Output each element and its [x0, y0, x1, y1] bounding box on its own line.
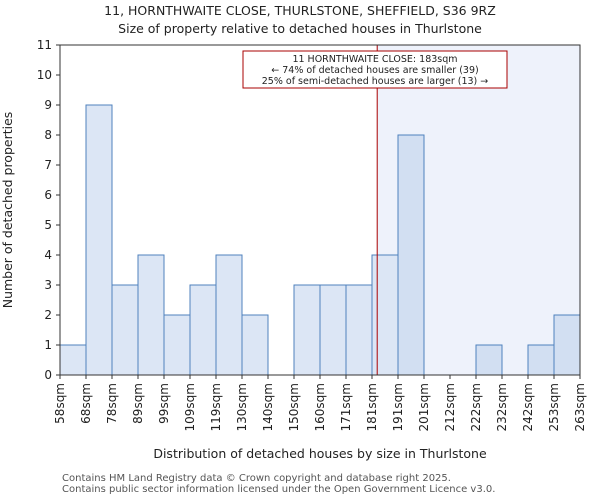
- y-tick-label-8: 8: [44, 128, 52, 142]
- x-tick-label-201sqm: 201sqm: [417, 383, 431, 431]
- y-tick-label-4: 4: [44, 248, 52, 262]
- x-tick-label-140sqm: 140sqm: [261, 383, 275, 431]
- bar-109sqm: [189, 284, 217, 376]
- y-tick-label-7: 7: [44, 158, 52, 172]
- bar-130sqm: [241, 314, 269, 376]
- x-tick-label-150sqm: 150sqm: [287, 383, 301, 431]
- bar-99sqm: [163, 314, 191, 376]
- bar-78sqm: [111, 284, 139, 376]
- x-tick-label-160sqm: 160sqm: [313, 383, 327, 431]
- x-tick-label-242sqm: 242sqm: [521, 383, 535, 431]
- annotation-line-1: 11 HORNTHWAITE CLOSE: 183sqm: [292, 54, 457, 65]
- y-tick-label-5: 5: [44, 218, 52, 232]
- y-tick-label-9: 9: [44, 98, 52, 112]
- y-tick-label-11: 11: [37, 38, 52, 52]
- annotation-line-3: 25% of semi-detached houses are larger (…: [262, 76, 489, 87]
- title-block: 11, HORNTHWAITE CLOSE, THURLSTONE, SHEFF…: [0, 2, 600, 38]
- x-tick-label-263sqm: 263sqm: [573, 383, 587, 431]
- x-tick-label-109sqm: 109sqm: [183, 383, 197, 431]
- y-tick-label-1: 1: [44, 338, 52, 352]
- x-tick-label-89sqm: 89sqm: [131, 383, 145, 424]
- y-tick-label-3: 3: [44, 278, 52, 292]
- bar-191sqm: [397, 134, 425, 376]
- y-tick-label-6: 6: [44, 188, 52, 202]
- bar-89sqm: [137, 254, 165, 376]
- x-tick-label-212sqm: 212sqm: [443, 383, 457, 431]
- footer-line-2: Contains public sector information licen…: [62, 484, 496, 495]
- x-tick-label-99sqm: 99sqm: [157, 383, 171, 424]
- chart-title: 11, HORNTHWAITE CLOSE, THURLSTONE, SHEFF…: [104, 3, 496, 18]
- x-tick-label-68sqm: 68sqm: [79, 383, 93, 424]
- bar-119sqm: [215, 254, 243, 376]
- bar-68sqm: [85, 104, 113, 376]
- x-tick-label-58sqm: 58sqm: [53, 383, 67, 424]
- x-tick-label-130sqm: 130sqm: [235, 383, 249, 431]
- x-tick-label-232sqm: 232sqm: [495, 383, 509, 431]
- x-axis-label: Distribution of detached houses by size …: [153, 446, 487, 461]
- bar-150sqm: [293, 284, 321, 376]
- footer-line-1: Contains HM Land Registry data © Crown c…: [62, 473, 451, 484]
- y-tick-label-0: 0: [44, 368, 52, 382]
- bar-253sqm: [553, 314, 581, 376]
- bar-181sqm: [371, 254, 399, 376]
- x-tick-label-181sqm: 181sqm: [365, 383, 379, 431]
- y-tick-label-10: 10: [37, 68, 52, 82]
- x-tick-label-119sqm: 119sqm: [209, 383, 223, 431]
- x-tick-label-78sqm: 78sqm: [105, 383, 119, 424]
- chart-subtitle: Size of property relative to detached ho…: [118, 21, 482, 36]
- annotation-line-2: ← 74% of detached houses are smaller (39…: [271, 65, 478, 76]
- x-tick-label-191sqm: 191sqm: [391, 383, 405, 431]
- bar-58sqm: [59, 344, 87, 376]
- x-tick-label-171sqm: 171sqm: [339, 383, 353, 431]
- x-tick-label-222sqm: 222sqm: [469, 383, 483, 431]
- bar-222sqm: [475, 344, 503, 376]
- x-tick-label-253sqm: 253sqm: [547, 383, 561, 431]
- y-axis-label: Number of detached properties: [0, 112, 15, 309]
- bar-242sqm: [527, 344, 555, 376]
- y-tick-label-2: 2: [44, 308, 52, 322]
- bar-160sqm: [319, 284, 347, 376]
- footer: Contains HM Land Registry data © Crown c…: [62, 473, 495, 495]
- bar-171sqm: [345, 284, 373, 376]
- annotation-box: [242, 50, 508, 89]
